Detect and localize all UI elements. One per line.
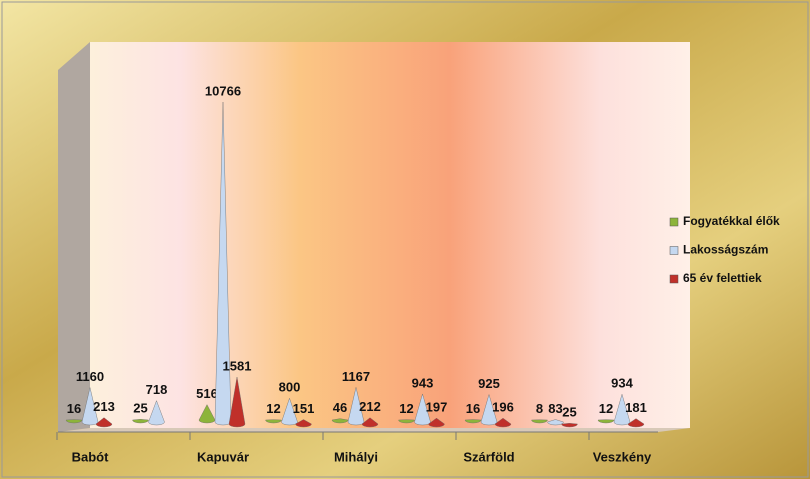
cone (613, 393, 631, 426)
legend-label: 65 év felettiek (683, 271, 762, 285)
cone (361, 417, 379, 428)
data-label: 46 (333, 400, 347, 415)
x-tick-label: Mihályi (334, 449, 378, 464)
cone (480, 393, 498, 426)
data-label: 718 (146, 382, 168, 397)
data-label: 212 (359, 399, 381, 414)
legend-swatch (669, 246, 679, 255)
data-label: 10766 (205, 83, 241, 98)
data-label: 25 (562, 405, 576, 420)
data-label: 12 (599, 401, 613, 416)
cone (95, 417, 113, 428)
cone (148, 400, 165, 426)
data-label: 1167 (342, 369, 370, 384)
legend-swatch (669, 274, 679, 284)
x-tick-label: Kapuvár (197, 449, 249, 464)
data-label: 16 (67, 401, 81, 416)
side-wall (58, 42, 90, 432)
x-tick-label: Babót (72, 449, 110, 464)
cone (347, 387, 365, 426)
legend-label: Lakosságszám (683, 243, 768, 257)
cone (428, 417, 445, 428)
x-tick-label: Szárföld (463, 449, 514, 464)
cone (464, 419, 482, 424)
cone (494, 417, 512, 428)
data-label: 516 (196, 386, 218, 401)
data-label: 151 (293, 401, 315, 416)
data-label: 1581 (223, 358, 252, 373)
data-label: 934 (611, 376, 633, 391)
data-label: 181 (625, 400, 647, 415)
cone (627, 418, 645, 428)
cone (65, 419, 83, 424)
cone (81, 387, 99, 426)
cone (561, 423, 578, 428)
data-label: 16 (466, 401, 480, 416)
cone (228, 376, 246, 428)
cone (398, 419, 415, 424)
data-label: 12 (266, 401, 280, 416)
data-label: 196 (492, 400, 514, 415)
cone (547, 419, 564, 426)
data-label: 925 (478, 376, 500, 391)
data-label: 800 (279, 380, 301, 395)
cone (265, 419, 282, 424)
data-label: 8 (536, 401, 543, 416)
data-label: 1160 (76, 369, 104, 384)
legend-swatch (669, 217, 679, 227)
cone (597, 419, 615, 424)
data-label: 25 (133, 401, 147, 416)
cone (281, 397, 298, 426)
data-label: 83 (548, 401, 562, 416)
cone (295, 419, 312, 428)
cone (132, 419, 149, 424)
data-label: 943 (412, 375, 434, 390)
cone (414, 393, 431, 426)
cone (331, 418, 349, 424)
data-label: 197 (426, 400, 448, 415)
legend-label: Fogyatékkal élők (683, 214, 780, 228)
cone (531, 419, 548, 424)
floor (58, 428, 690, 432)
back-wall (90, 42, 690, 428)
data-label: 213 (93, 399, 115, 414)
x-tick-label: Veszkény (593, 449, 652, 464)
data-label: 12 (399, 401, 413, 416)
